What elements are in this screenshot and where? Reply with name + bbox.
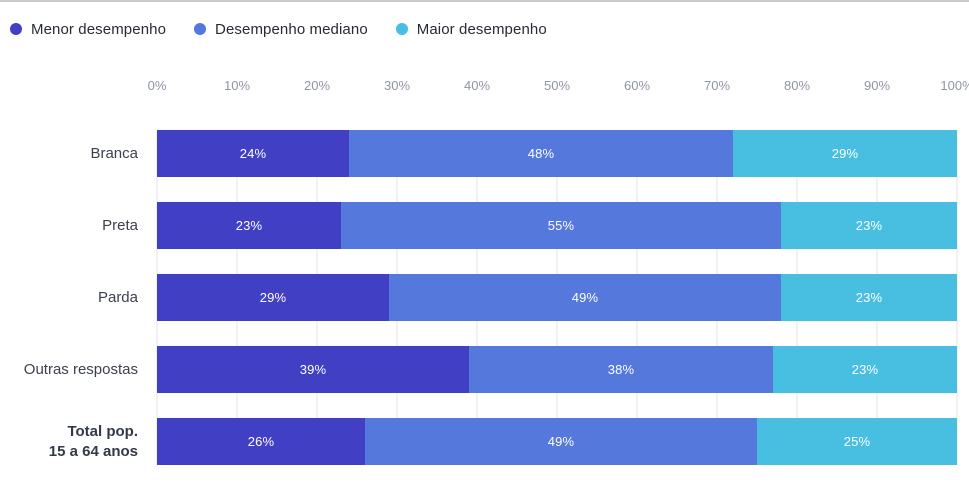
bar-segment-1: 24% <box>157 130 349 177</box>
legend-label: Menor desempenho <box>31 20 167 38</box>
legend-item-maior-desempenho: Maior desempenho <box>395 20 547 38</box>
chart-row: Total pop. 15 a 64 anos 26% 49% 25% <box>0 418 969 465</box>
segment-value-label: 25% <box>843 434 871 449</box>
bar-segment-2: 49% <box>365 418 757 465</box>
segment-value-label: 38% <box>607 362 635 377</box>
axis-tick-label: 20% <box>303 78 331 93</box>
chart-plot: Branca 24% 48% 29% Preta 23% 55% 23% Parda 29% 49%… <box>0 130 969 465</box>
legend-item-desempenho-mediano: Desempenho mediano <box>194 21 368 38</box>
legend-dot-icon <box>194 23 207 35</box>
category-label: Parda <box>97 288 138 306</box>
category-label: Total pop. 15 a 64 anos <box>48 423 138 460</box>
stacked-bar: 39% 38% 23% <box>157 346 957 393</box>
bar-segment-2: 49% <box>389 274 781 321</box>
stacked-bar: 26% 49% 25% <box>157 418 957 465</box>
axis-tick-label: 70% <box>703 78 731 93</box>
segment-value-label: 55% <box>547 218 575 233</box>
bar-segment-3: 29% <box>733 130 957 177</box>
segment-value-label: 23% <box>851 362 879 377</box>
segment-value-label: 23% <box>235 218 263 233</box>
category-label: Outras respostas <box>23 360 138 378</box>
axis-tick-label: 100% <box>940 78 969 93</box>
segment-value-label: 29% <box>259 290 287 305</box>
segment-value-label: 29% <box>831 146 859 161</box>
bar-segment-3: 23% <box>781 274 957 321</box>
segment-value-label: 48% <box>527 146 555 161</box>
bar-segment-1: 23% <box>157 202 341 249</box>
chart-row: Branca 24% 48% 29% <box>0 130 969 177</box>
stacked-bar: 29% 49% 23% <box>157 274 957 321</box>
category-label: Branca <box>90 144 138 162</box>
x-axis: 0% 10% 20% 30% 40% 50% 60% 70% 80% 90% 100% <box>148 78 969 96</box>
bar-segment-2: 38% <box>469 346 773 393</box>
segment-value-label: 49% <box>571 290 599 305</box>
segment-value-label: 23% <box>855 290 883 305</box>
bar-segment-1: 39% <box>157 346 469 393</box>
bar-segment-3: 23% <box>773 346 957 393</box>
category-label: Preta <box>102 216 138 234</box>
top-border <box>0 0 969 2</box>
bar-segment-3: 23% <box>781 202 957 249</box>
plot-rows: Branca 24% 48% 29% Preta 23% 55% 23% Parda 29% 49%… <box>0 130 969 465</box>
legend-dot-icon <box>10 23 22 35</box>
bar-segment-1: 29% <box>157 274 389 321</box>
chart-row: Outras respostas 39% 38% 23% <box>0 346 969 393</box>
axis-tick-label: 30% <box>383 78 411 93</box>
bar-segment-3: 25% <box>757 418 957 465</box>
chart-row: Parda 29% 49% 23% <box>0 274 969 321</box>
segment-value-label: 39% <box>299 362 327 377</box>
axis-tick-label: 40% <box>463 78 491 93</box>
segment-value-label: 26% <box>247 434 275 449</box>
legend-item-menor-desempenho: Menor desempenho <box>10 21 166 38</box>
segment-value-label: 49% <box>547 434 575 449</box>
axis-tick-label: 90% <box>863 78 891 93</box>
legend-label: Desempenho mediano <box>215 20 368 38</box>
axis-tick-label: 50% <box>543 78 571 93</box>
axis-tick-label: 0% <box>147 78 167 93</box>
gridline <box>956 130 958 465</box>
bar-segment-1: 26% <box>157 418 365 465</box>
axis-tick-label: 60% <box>623 78 651 93</box>
segment-value-label: 23% <box>855 218 883 233</box>
chart-row: Preta 23% 55% 23% <box>0 202 969 249</box>
axis-tick-label: 80% <box>783 78 811 93</box>
chart-legend: Menor desempenho Desempenho mediano Maior … <box>0 2 969 40</box>
stacked-bar: 24% 48% 29% <box>157 130 957 177</box>
bar-segment-2: 48% <box>349 130 733 177</box>
stacked-bar: 23% 55% 23% <box>157 202 957 249</box>
axis-tick-label: 10% <box>223 78 251 93</box>
legend-dot-icon <box>395 23 408 35</box>
bar-segment-2: 55% <box>341 202 781 249</box>
legend-label: Maior desempenho <box>416 20 547 38</box>
segment-value-label: 24% <box>239 146 267 161</box>
